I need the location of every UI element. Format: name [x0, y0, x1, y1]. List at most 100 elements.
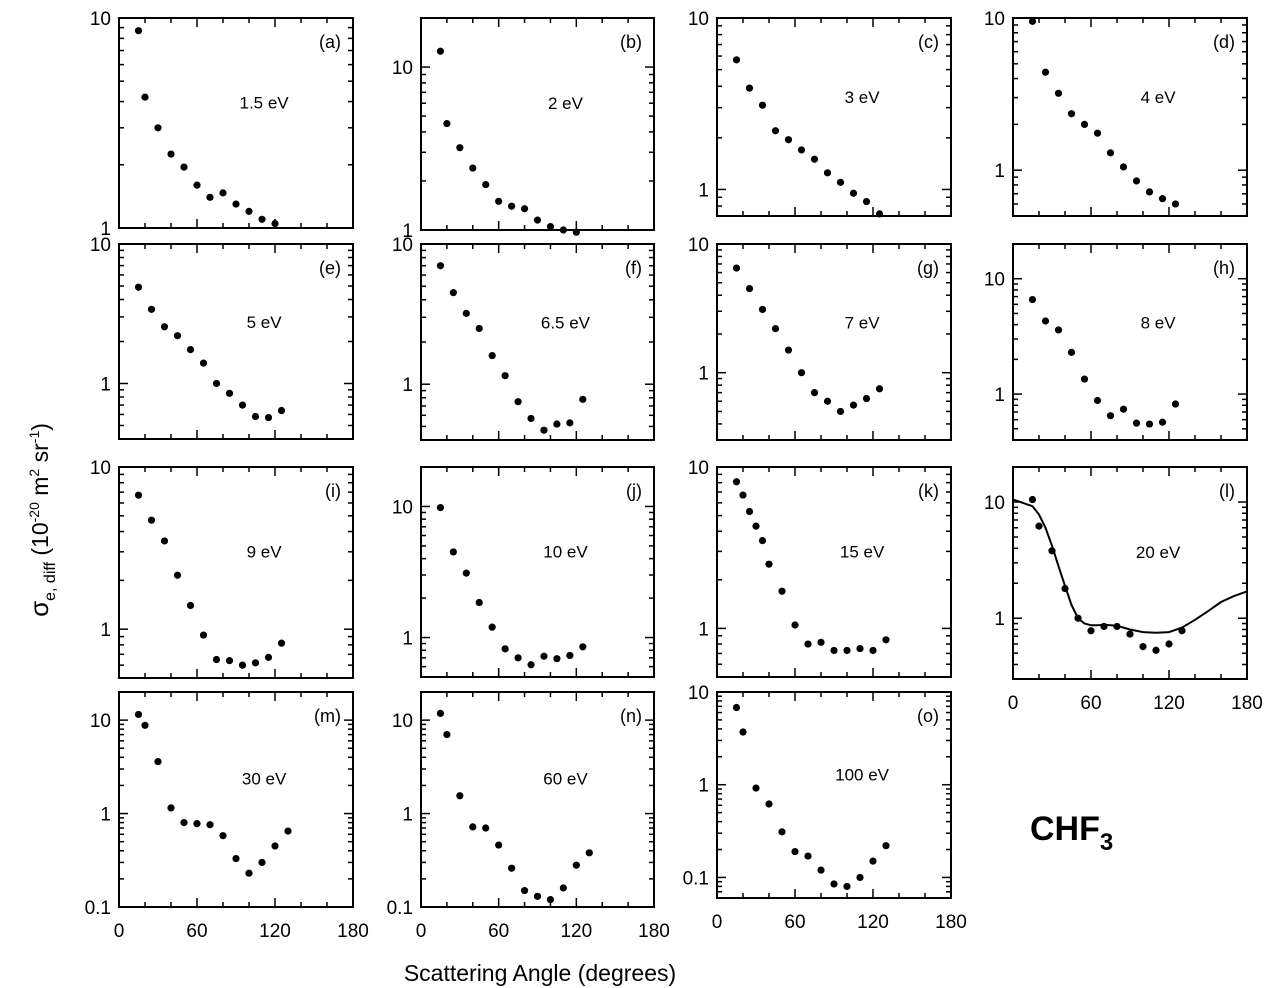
x-tick-label: 180: [1231, 693, 1263, 714]
data-point: [1119, 163, 1128, 171]
energy-label: 3 eV: [845, 88, 881, 107]
data-point: [251, 659, 260, 667]
data-point: [193, 820, 201, 828]
data-point: [147, 305, 156, 313]
data-point: [572, 861, 580, 869]
panel-frame: [420, 466, 655, 678]
y-tick-label: 0.1: [683, 868, 709, 889]
data-point: [882, 636, 890, 644]
panel-d: 1 10 (d) 4 eV: [984, 9, 1248, 217]
data-point: [173, 332, 182, 340]
data-point: [739, 491, 747, 499]
panel-c: 1 10 (c) 3 eV: [688, 9, 952, 218]
y-tick-label: 10: [90, 458, 111, 479]
data-point: [882, 842, 890, 850]
panel-frame: [420, 243, 655, 441]
panel-frame: [716, 466, 952, 678]
data-point: [495, 841, 503, 849]
panel-n: 0.1 1 10 0 60 120 180 (n) 60 eV: [387, 691, 670, 942]
data-point: [1139, 642, 1147, 651]
y-tick-label: 10: [392, 58, 413, 79]
data-point: [443, 731, 451, 739]
data-point: [206, 193, 214, 201]
data-point: [508, 202, 516, 210]
data-point: [1067, 110, 1076, 118]
data-point: [180, 163, 188, 171]
data-point: [875, 210, 884, 218]
panel-g: 1 10 (g) 7 eV: [688, 235, 952, 441]
data-point: [784, 346, 793, 354]
data-point: [186, 345, 195, 354]
data-point: [1041, 317, 1050, 325]
y-tick-label: 1: [698, 180, 709, 201]
data-point: [180, 819, 188, 827]
data-point: [791, 621, 799, 629]
data-point: [134, 283, 143, 291]
x-tick-label: 60: [488, 921, 509, 942]
data-point: [193, 181, 201, 189]
data-point: [1106, 149, 1115, 157]
data-point: [225, 657, 234, 665]
x-tick-label: 120: [259, 921, 291, 942]
data-point: [527, 661, 535, 669]
energy-label: 4 eV: [1141, 88, 1177, 107]
panel-m: 0.1 1 10 0 60 120 180 (m) 30 eV: [85, 691, 369, 942]
y-tick-label: 0.1: [85, 898, 111, 919]
energy-label: 10 eV: [543, 542, 588, 561]
data-point: [238, 401, 247, 409]
data-point: [862, 197, 871, 206]
panel-letter: (e): [319, 258, 341, 278]
y-tick-label: 1: [100, 805, 111, 826]
energy-label: 60 eV: [543, 769, 588, 788]
panel-frame: [1012, 466, 1248, 680]
data-point: [154, 124, 162, 132]
panel-letter: (m): [314, 706, 341, 726]
data-point: [141, 721, 149, 729]
panel-frame: [1012, 243, 1248, 441]
data-point: [134, 710, 143, 719]
data-point: [540, 652, 548, 660]
panel-letter: (j): [626, 481, 642, 501]
y-tick-label: 1: [994, 385, 1005, 406]
data-point: [245, 207, 253, 215]
energy-label: 30 eV: [242, 769, 287, 788]
y-tick-label: 1: [100, 219, 111, 240]
energy-label: 5 eV: [247, 313, 283, 332]
data-point: [540, 426, 548, 434]
data-point: [1165, 640, 1173, 648]
data-point: [258, 215, 266, 223]
data-point: [482, 824, 490, 832]
data-point: [1152, 646, 1160, 654]
data-point: [745, 285, 754, 293]
panel-o: 0.1 1 10 0 60 120 180 (o) 100 eV: [683, 683, 967, 933]
data-point: [251, 412, 260, 421]
data-point: [875, 385, 884, 393]
panel-frame: [716, 691, 952, 899]
panel-b: 1 10 (b) 2 eV: [392, 17, 655, 242]
data-point: [797, 369, 806, 377]
data-point: [1100, 622, 1108, 631]
panel-letter: (o): [917, 706, 939, 726]
data-point: [271, 842, 279, 850]
data-point: [271, 219, 279, 228]
data-point: [284, 827, 292, 835]
energy-label: 8 eV: [1141, 313, 1177, 332]
data-point: [1067, 348, 1076, 356]
data-point: [456, 144, 464, 152]
data-point: [508, 864, 516, 872]
data-point: [745, 507, 754, 516]
x-tick-label: 120: [560, 921, 592, 942]
data-point: [436, 504, 445, 512]
data-point: [488, 351, 496, 360]
data-point: [849, 401, 858, 409]
data-point: [1061, 584, 1069, 593]
x-axis-title: Scattering Angle (degrees): [404, 960, 676, 986]
data-point: [836, 407, 845, 416]
data-point: [869, 857, 877, 865]
data-point: [514, 654, 522, 662]
data-point: [167, 150, 175, 158]
data-point: [1028, 295, 1037, 304]
x-tick-label: 60: [784, 912, 805, 933]
panel-frame: [118, 243, 354, 440]
